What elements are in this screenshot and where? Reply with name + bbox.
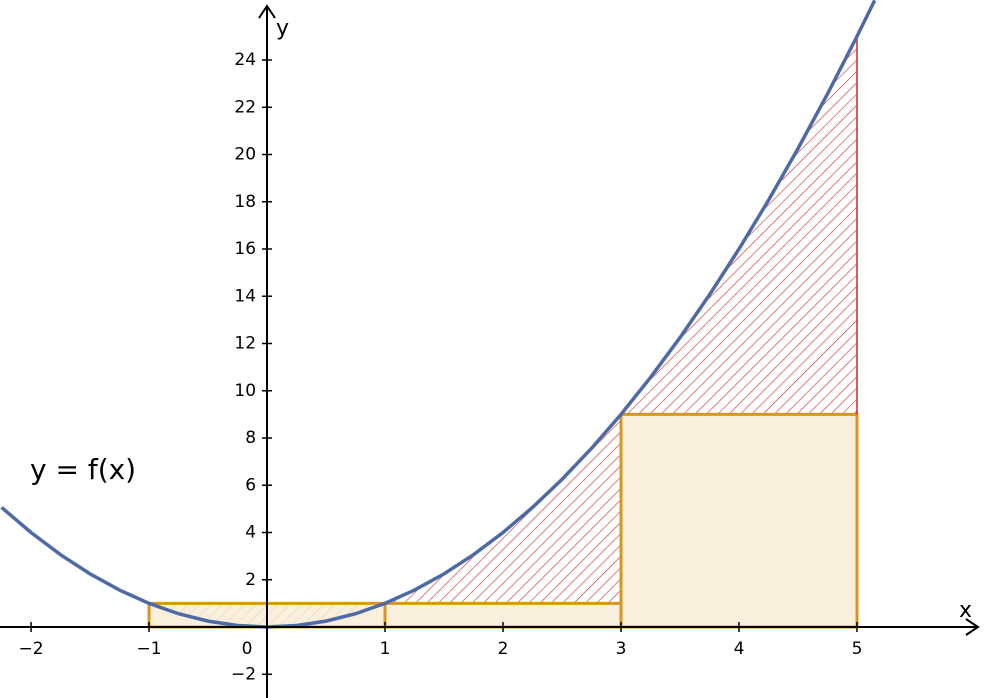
- x-tick-label: 1: [380, 639, 391, 659]
- x-axis-arrow: [965, 618, 980, 636]
- y-axis-label: y: [276, 16, 289, 41]
- y-tick-label: 8: [245, 428, 256, 448]
- y-tick-label: 16: [234, 239, 256, 259]
- hatch-region: [620, 36, 857, 415]
- x-tick-label: 4: [734, 639, 745, 659]
- y-axis-arrow: [258, 4, 276, 19]
- y-tick-label: −2: [231, 664, 256, 684]
- y-tick-label: 10: [234, 381, 256, 401]
- rectangle: [619, 412, 859, 629]
- y-tick-label: 2: [245, 570, 256, 590]
- y-tick-label: 22: [234, 97, 256, 117]
- y-tick-label: 20: [234, 145, 256, 165]
- annotation: y = f(x): [30, 453, 136, 486]
- x-tick-label: 3: [616, 639, 627, 659]
- y-tick-label: 24: [234, 50, 256, 70]
- x-tick-label: −1: [136, 639, 161, 659]
- hatch-region: [385, 414, 621, 604]
- y-tick-label: 12: [234, 334, 256, 354]
- x-tick-label: 0: [242, 639, 253, 659]
- x-tick-label: 2: [498, 639, 509, 659]
- y-tick-label: 4: [245, 523, 256, 543]
- x-tick-label: −2: [19, 639, 44, 659]
- y-tick-label: 18: [234, 192, 256, 212]
- x-tick-label: 5: [852, 639, 863, 659]
- x-axis-label: x: [959, 598, 972, 623]
- y-tick-label: 14: [234, 286, 256, 306]
- y-tick-label: 6: [245, 475, 256, 495]
- curve: [0, 0, 877, 629]
